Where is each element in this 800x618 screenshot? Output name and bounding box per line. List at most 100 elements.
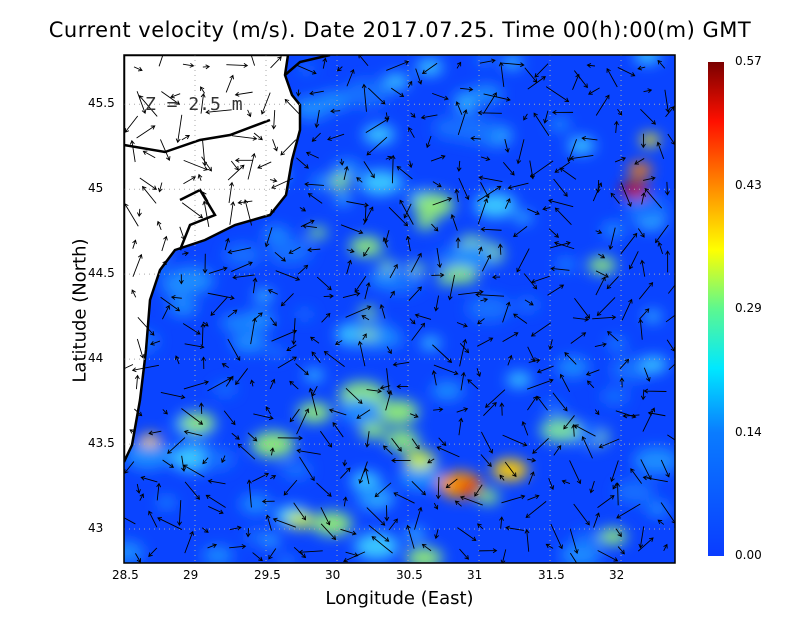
velocity-arrow xyxy=(356,409,371,419)
speed-patch xyxy=(180,412,216,434)
velocity-arrow xyxy=(456,322,468,328)
velocity-arrow xyxy=(223,410,236,426)
velocity-arrow xyxy=(139,177,158,190)
velocity-arrow xyxy=(641,192,646,205)
velocity-arrow xyxy=(322,57,328,69)
speed-patch xyxy=(251,431,295,458)
velocity-arrow xyxy=(460,371,466,391)
velocity-arrow xyxy=(224,237,230,251)
velocity-arrow xyxy=(656,141,665,160)
velocity-arrow xyxy=(137,316,155,336)
velocity-arrow xyxy=(245,528,251,538)
velocity-arrow xyxy=(614,120,619,134)
velocity-arrow xyxy=(502,332,519,342)
velocity-arrow xyxy=(160,139,171,161)
velocity-arrow xyxy=(298,549,323,555)
velocity-arrow xyxy=(550,523,563,550)
velocity-arrow xyxy=(507,354,513,366)
speed-patch xyxy=(572,530,602,549)
velocity-arrow xyxy=(396,384,409,390)
velocity-arrow xyxy=(668,363,675,371)
velocity-arrow xyxy=(311,132,321,142)
speed-patch xyxy=(278,557,295,563)
velocity-arrow xyxy=(293,502,307,521)
speed-patch xyxy=(213,382,238,397)
velocity-arrow xyxy=(415,68,423,85)
velocity-arrow xyxy=(530,275,550,284)
velocity-arrow xyxy=(528,471,535,485)
speed-patch xyxy=(640,356,668,373)
velocity-arrow xyxy=(408,286,422,302)
velocity-arrow xyxy=(327,133,345,141)
velocity-arrow xyxy=(559,167,577,180)
velocity-arrow xyxy=(526,457,537,463)
velocity-arrow xyxy=(261,498,275,504)
speed-patch xyxy=(263,226,290,243)
velocity-arrow xyxy=(457,109,468,135)
velocity-arrow xyxy=(148,510,158,528)
velocity-arrow xyxy=(227,309,238,318)
speed-patch xyxy=(358,306,378,318)
speed-patch xyxy=(359,170,401,195)
velocity-arrow xyxy=(390,87,405,98)
colorbar-tick-label: 0.00 xyxy=(735,548,762,562)
velocity-arrow xyxy=(628,251,639,270)
velocity-arrow xyxy=(507,182,529,190)
velocity-arrow xyxy=(430,154,446,162)
velocity-arrow xyxy=(391,458,411,463)
velocity-arrow xyxy=(492,274,501,280)
velocity-arrow xyxy=(200,86,206,94)
velocity-arrow xyxy=(201,356,207,370)
velocity-arrow xyxy=(157,517,183,530)
velocity-arrow xyxy=(269,378,276,390)
velocity-arrow xyxy=(161,235,168,252)
velocity-arrow xyxy=(272,517,296,528)
velocity-arrow xyxy=(247,152,256,180)
speed-patch xyxy=(356,484,387,503)
figure-title: Current velocity (m/s). Date 2017.07.25.… xyxy=(48,18,752,42)
velocity-arrow xyxy=(265,514,272,531)
velocity-arrow xyxy=(595,229,603,235)
velocity-arrow xyxy=(504,139,510,153)
velocity-arrow xyxy=(543,110,549,124)
velocity-arrow xyxy=(572,316,590,322)
speed-patch xyxy=(601,222,626,238)
velocity-arrow xyxy=(368,524,390,542)
velocity-arrow xyxy=(210,297,228,317)
speed-patch xyxy=(244,529,269,545)
velocity-arrow xyxy=(454,500,462,507)
speed-patch xyxy=(266,346,287,359)
speed-patch xyxy=(548,118,571,131)
velocity-arrow xyxy=(275,270,301,281)
velocity-arrow xyxy=(250,317,257,345)
velocity-arrow xyxy=(332,421,344,438)
velocity-arrow xyxy=(184,530,194,554)
velocity-arrow xyxy=(526,378,554,390)
velocity-arrow xyxy=(314,109,320,129)
velocity-arrow xyxy=(280,139,297,156)
velocity-arrow xyxy=(202,64,211,70)
velocity-arrow xyxy=(573,503,590,526)
velocity-arrow xyxy=(548,477,555,491)
velocity-arrow xyxy=(178,274,184,285)
velocity-arrow xyxy=(385,390,393,411)
velocity-arrow xyxy=(615,528,622,538)
velocity-arrow xyxy=(410,252,422,273)
velocity-arrow xyxy=(552,109,574,115)
velocity-arrow xyxy=(129,429,136,434)
velocity-arrow xyxy=(667,434,675,441)
velocity-arrow xyxy=(231,432,240,440)
velocity-arrow xyxy=(183,176,197,185)
velocity-arrow xyxy=(475,292,505,298)
velocity-arrow xyxy=(271,110,277,130)
velocity-arrow xyxy=(642,176,656,181)
velocity-arrow xyxy=(358,461,368,484)
velocity-arrow xyxy=(478,548,498,554)
velocity-arrow xyxy=(182,251,189,256)
velocity-arrow xyxy=(638,281,654,300)
speed-patch xyxy=(124,541,145,563)
velocity-arrow xyxy=(548,198,574,208)
velocity-arrow xyxy=(202,191,209,202)
speed-patch xyxy=(239,494,272,514)
